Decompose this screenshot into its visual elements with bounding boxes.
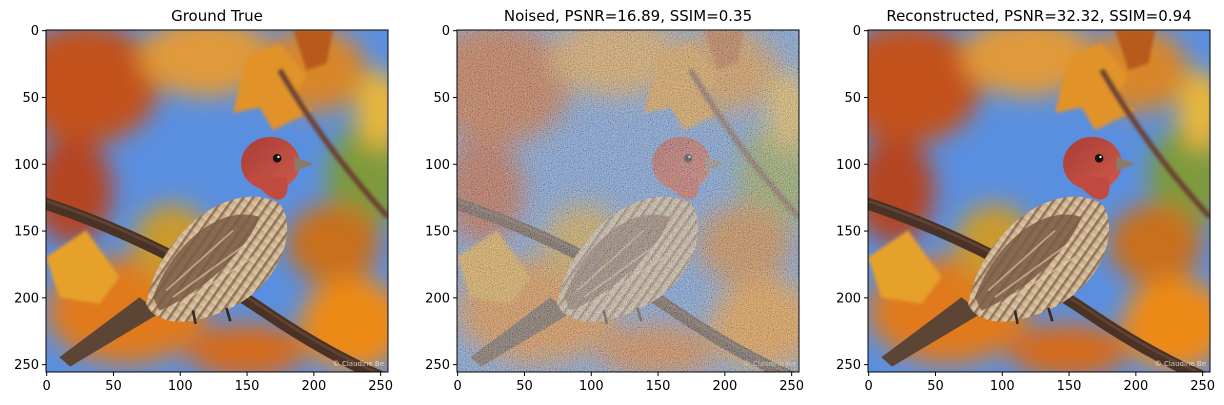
x-tick-label: 250: [779, 379, 804, 394]
y-tick-label: 100: [425, 158, 450, 173]
y-tick-label: 50: [433, 91, 450, 106]
x-tick-label: 100: [168, 379, 193, 394]
x-tick-label: 150: [646, 379, 671, 394]
axes-frame: [456, 29, 800, 373]
y-tick-label: 200: [836, 291, 861, 306]
panel-title: Reconstructed, PSNR=32.32, SSIM=0.94: [886, 7, 1191, 25]
y-tick-label: 50: [844, 91, 861, 106]
panel-reconstructed: Reconstructed, PSNR=32.32, SSIM=0.94 © Cl…: [835, 7, 1224, 394]
y-tick-label: 100: [14, 158, 39, 173]
axes-frame: [45, 29, 389, 373]
y-tick-label: 250: [425, 358, 450, 373]
axes-frame: [867, 29, 1211, 373]
y-tick-label: 200: [425, 291, 450, 306]
photo-credit-watermark: © Claudine Be: [333, 360, 384, 368]
panel-title: Noised, PSNR=16.89, SSIM=0.35: [504, 7, 752, 25]
y-tick-label: 150: [425, 225, 450, 240]
y-tick-label: 250: [836, 358, 861, 373]
y-tick-label: 0: [442, 24, 450, 39]
panel-ground-truth: Ground True © Claudine Be 0 0 50 50 100 100 150 1…: [13, 7, 407, 394]
panel-noised: Noised, PSNR=16.89, SSIM=0.35 © Claudine …: [425, 7, 804, 394]
x-tick-label: 150: [235, 379, 260, 394]
panel-title: Ground True: [171, 7, 263, 25]
x-tick-label: 200: [712, 379, 737, 394]
x-tick-label: 100: [579, 379, 604, 394]
y-tick-label: 250: [14, 358, 39, 373]
x-tick-label: 50: [516, 379, 533, 394]
x-tick-label: 150: [1057, 379, 1082, 394]
y-tick-label: 150: [14, 225, 39, 240]
bird-image: © Claudine Be: [457, 30, 799, 372]
x-tick-label: 200: [301, 379, 326, 394]
x-tick-label: 250: [368, 379, 393, 394]
y-tick-label: 200: [14, 291, 39, 306]
x-tick-label: 250: [1190, 379, 1215, 394]
x-tick-label: 50: [927, 379, 944, 394]
y-tick-label: 150: [836, 225, 861, 240]
x-tick-label: 50: [105, 379, 122, 394]
x-tick-label: 0: [454, 379, 462, 394]
x-tick-label: 0: [43, 379, 51, 394]
x-tick-label: 0: [865, 379, 873, 394]
photo-credit-watermark: © Claudine Be: [1155, 360, 1206, 368]
x-tick-label: 100: [990, 379, 1015, 394]
y-tick-label: 0: [853, 24, 861, 39]
x-tick-label: 200: [1123, 379, 1148, 394]
bird-image: © Claudine Be: [13, 17, 407, 380]
y-tick-label: 50: [22, 91, 39, 106]
y-tick-label: 100: [836, 158, 861, 173]
y-tick-label: 0: [31, 24, 39, 39]
noise-overlay: [457, 30, 799, 372]
bird-image: © Claudine Be: [835, 17, 1224, 380]
